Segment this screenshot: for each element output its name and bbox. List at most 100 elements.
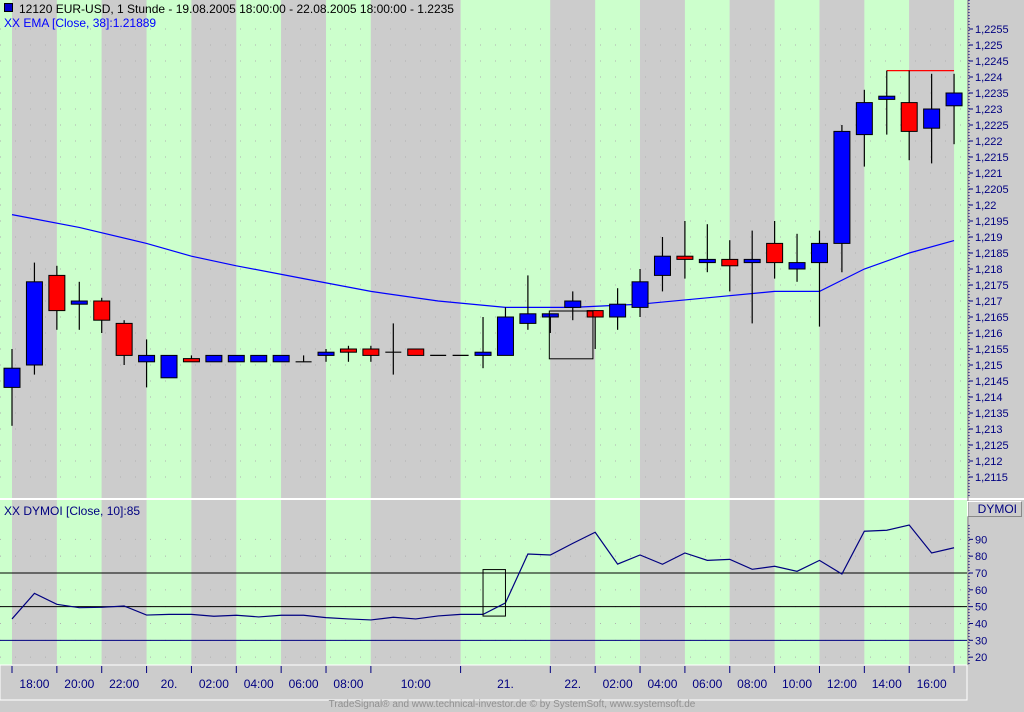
background-band: [326, 0, 371, 498]
background-band: [550, 500, 596, 665]
indicator-y-tick-label: 70: [975, 568, 987, 580]
title-text: 12120 EUR-USD, 1 Stunde - 19.08.2005 18:…: [19, 2, 454, 16]
candle: [721, 240, 739, 292]
candle-body: [900, 102, 918, 132]
candle: [138, 339, 156, 388]
y-tick-label: 1,2195: [975, 216, 1009, 228]
y-tick-label: 1,2215: [975, 152, 1009, 164]
candle-body: [923, 108, 941, 129]
dymoi-legend[interactable]: XX DYMOI [Close, 10]:85: [4, 504, 141, 518]
candle-body: [182, 358, 200, 363]
candle: [272, 354, 290, 363]
candle-body: [855, 102, 873, 136]
candle-body: [609, 303, 627, 318]
background-band: [0, 500, 12, 665]
background-band: [370, 0, 461, 498]
candle-body: [3, 367, 21, 388]
x-tick-label: 20.: [161, 677, 178, 691]
background-band: [101, 500, 147, 665]
background-band: [595, 0, 641, 498]
y-tick-label: 1,2135: [975, 408, 1009, 420]
candle: [205, 354, 223, 363]
background-band: [954, 0, 967, 498]
y-tick-label: 1,224: [975, 72, 1003, 84]
x-tick-label: 04:00: [244, 677, 274, 691]
background-band: [909, 500, 955, 665]
background-band: [460, 0, 551, 498]
x-tick-label: 08:00: [737, 677, 767, 691]
candle: [160, 354, 178, 379]
candle-body: [250, 354, 268, 363]
background-band: [101, 0, 147, 498]
indicator-y-tick-label: 60: [975, 585, 987, 597]
candle: [519, 275, 537, 330]
background-band: [595, 500, 641, 665]
y-tick-label: 1,2185: [975, 248, 1009, 260]
dymoi-axis-title: DYMOI: [967, 501, 1022, 517]
x-tick-label: 20:00: [64, 677, 94, 691]
candle-body: [93, 300, 111, 321]
candle-body: [115, 322, 133, 356]
candle: [833, 125, 851, 273]
ema-legend[interactable]: XX EMA [Close, 38]:1.21889: [4, 16, 157, 30]
background-band: [729, 500, 775, 665]
background-band: [0, 0, 12, 498]
y-tick-label: 1,2245: [975, 56, 1009, 68]
background-band: [954, 500, 967, 665]
y-tick-label: 1,213: [975, 424, 1003, 436]
candle-body: [138, 354, 156, 363]
candle-body: [631, 281, 649, 308]
background-band: [864, 500, 910, 665]
candle-body: [564, 300, 582, 308]
x-tick-label: 06:00: [289, 677, 319, 691]
x-tick-label: 02:00: [603, 677, 633, 691]
candle-body: [698, 258, 716, 264]
candle-body: [70, 300, 88, 305]
candle-body: [407, 348, 425, 356]
indicator-y-tick-label: 90: [975, 534, 987, 546]
candle-body: [653, 255, 671, 276]
candle: [923, 73, 941, 164]
y-tick-label: 1,222: [975, 136, 1003, 148]
y-tick-label: 1,2175: [975, 280, 1009, 292]
indicator-y-tick-label: 20: [975, 652, 987, 664]
y-tick-label: 1,218: [975, 264, 1003, 276]
y-tick-label: 1,2165: [975, 312, 1009, 324]
candle-body: [541, 313, 559, 318]
background-band: [146, 500, 192, 665]
blue-square-icon: [4, 3, 13, 12]
candle-body: [945, 92, 963, 107]
x-tick-label: 10:00: [401, 677, 431, 691]
candle: [250, 354, 268, 363]
background-band: [326, 500, 371, 665]
candle: [93, 297, 111, 333]
background-band: [281, 0, 327, 498]
y-tick-label: 1,216: [975, 328, 1003, 340]
candle-body: [810, 242, 828, 264]
candle: [182, 355, 200, 363]
candle-body: [272, 354, 290, 363]
candle: [631, 269, 649, 317]
candle: [3, 349, 21, 426]
indicator-y-tick-label: 40: [975, 618, 987, 630]
candle: [564, 291, 582, 321]
candle: [362, 345, 380, 362]
x-tick-label: 21.: [497, 677, 514, 691]
x-tick-label: 10:00: [782, 677, 812, 691]
candle-body: [676, 255, 694, 260]
candle: [25, 262, 43, 375]
candle-body: [586, 310, 604, 318]
y-tick-label: 1,22: [975, 200, 996, 212]
x-tick-label: 06:00: [692, 677, 722, 691]
y-tick-label: 1,2225: [975, 120, 1009, 132]
candle-body: [227, 354, 245, 363]
candle: [653, 237, 671, 292]
background-band: [191, 0, 237, 498]
chart-title: 12120 EUR-USD, 1 Stunde - 19.08.2005 18:…: [4, 2, 454, 16]
y-tick-label: 1,2235: [975, 88, 1009, 100]
candle: [609, 288, 627, 330]
candle: [788, 233, 806, 282]
x-tick-label: 18:00: [19, 677, 49, 691]
candle-body: [474, 351, 492, 356]
candle-body: [205, 354, 223, 363]
